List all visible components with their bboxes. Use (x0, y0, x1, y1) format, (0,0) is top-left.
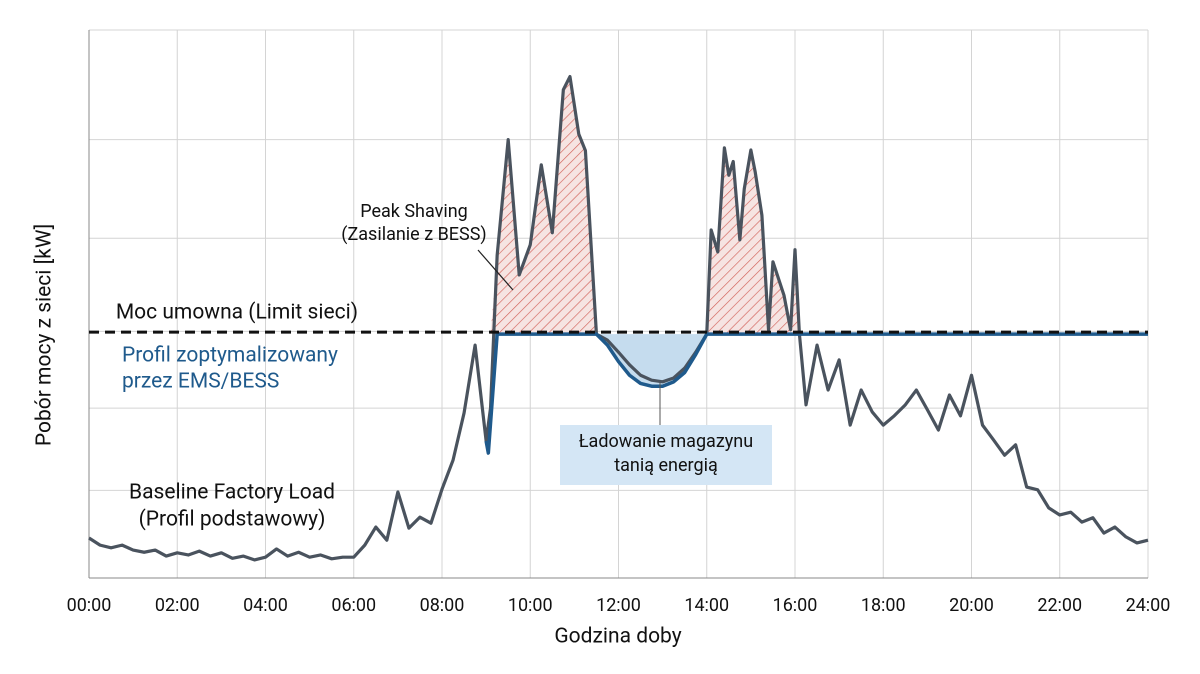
annotation: Ładowanie magazynu (579, 431, 753, 452)
series-line (484, 332, 1148, 455)
x-tick-label: 14:00 (684, 595, 729, 616)
annotation-box (560, 425, 772, 485)
x-tick-label: 16:00 (773, 595, 818, 616)
x-tick-label: 00:00 (67, 595, 112, 616)
annotation: tanią energią (614, 455, 718, 476)
series-label: Profil zoptymalizowany (122, 344, 338, 368)
x-tick-label: 04:00 (243, 595, 288, 616)
series-label: Baseline Factory Load (129, 481, 335, 505)
x-tick-label: 12:00 (596, 595, 641, 616)
series-line (88, 74, 1149, 562)
x-axis-title: Godzina doby (554, 625, 681, 649)
x-tick-label: 06:00 (331, 595, 376, 616)
x-tick-label: 10:00 (508, 595, 553, 616)
series-label: przez EMS/BESS (122, 370, 279, 394)
x-tick-label: 08:00 (420, 595, 465, 616)
x-tick-label: 18:00 (861, 595, 906, 616)
x-tick-label: 22:00 (1037, 595, 1082, 616)
annotation: Peak Shaving (360, 201, 468, 222)
series-label: (Profil podstawowy) (139, 508, 326, 532)
limit-label: Moc umowna (Limit sieci) (116, 301, 358, 325)
x-tick-label: 20:00 (949, 595, 994, 616)
y-axis-title: Pobór mocy z sieci [kW] (33, 224, 57, 446)
x-tick-label: 02:00 (155, 595, 200, 616)
annotation: (Zasilanie z BESS) (341, 224, 486, 245)
leader-line (477, 249, 514, 291)
x-tick-label: 24:00 (1126, 595, 1171, 616)
